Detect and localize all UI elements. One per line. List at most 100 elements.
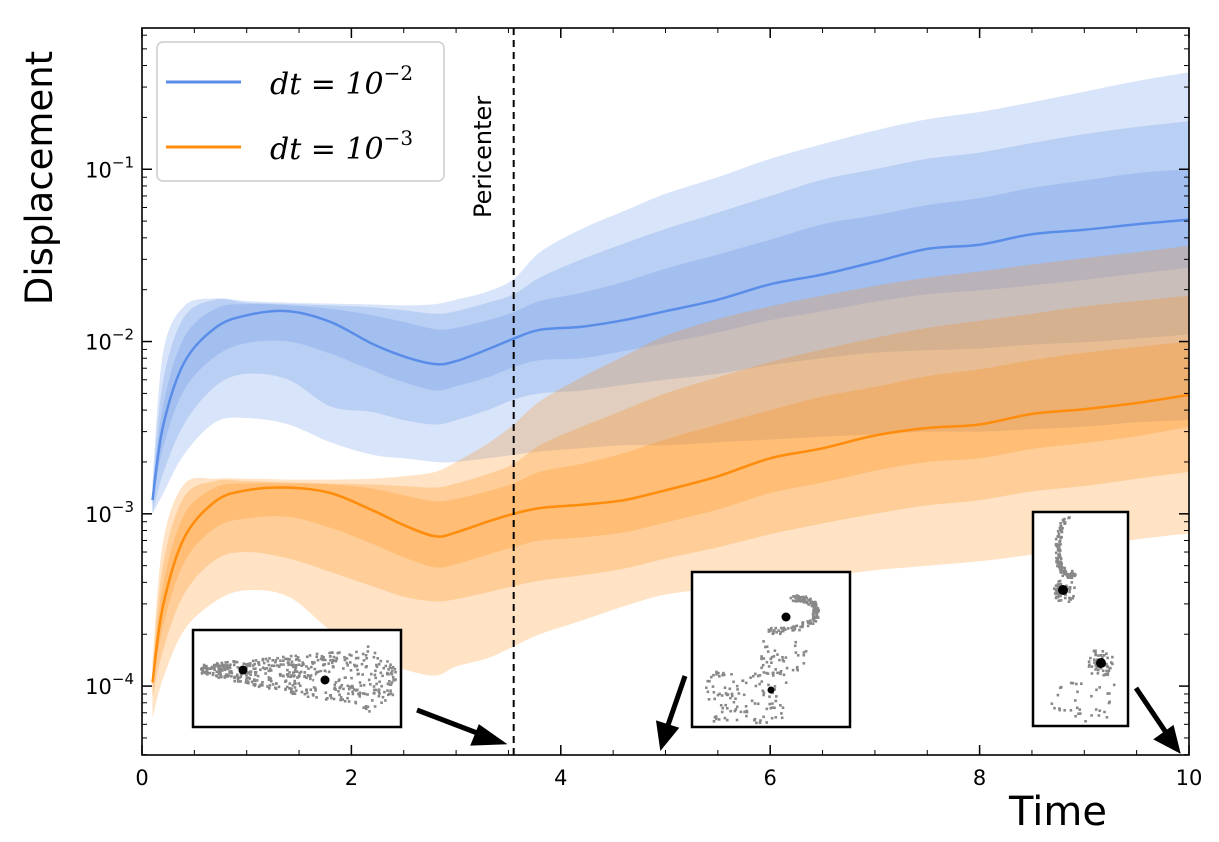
particle-dot — [291, 692, 295, 695]
particle-dot — [737, 692, 741, 695]
particle-dot — [257, 663, 261, 666]
particle-dot — [245, 678, 248, 682]
particle-dot — [363, 692, 367, 696]
particle-dot — [1061, 570, 1065, 573]
particle-dot — [350, 654, 353, 657]
particle-dot — [372, 655, 376, 659]
particle-dot — [796, 668, 799, 672]
particle-dot — [760, 655, 763, 658]
particle-dot — [274, 682, 278, 685]
particle-dot — [708, 680, 711, 683]
particle-dot — [1073, 586, 1076, 589]
particle-dot — [1074, 699, 1077, 702]
particle-dot — [342, 667, 345, 670]
particle-dot — [268, 657, 271, 660]
particle-dot — [389, 671, 393, 675]
particle-dot — [1087, 660, 1091, 663]
particle-dot — [777, 629, 780, 632]
particle-dot — [1056, 535, 1059, 538]
band-0-0 — [152, 72, 1189, 514]
particle-dot — [373, 673, 377, 677]
particle-dot — [242, 662, 246, 665]
particle-dot — [211, 671, 215, 675]
particle-dot — [1058, 547, 1061, 550]
particle-dot — [361, 692, 365, 695]
particle-dot — [1107, 669, 1111, 673]
particle-dot — [246, 680, 249, 684]
particle-dot — [722, 673, 726, 677]
particle-dot — [779, 704, 782, 707]
particle-dot — [809, 621, 813, 625]
particle-dot — [248, 664, 252, 668]
x-axis-title: Time — [1008, 789, 1107, 835]
legend-label-dt3-exp: −3 — [384, 126, 413, 150]
particle-dot — [768, 695, 771, 698]
particle-dot — [298, 671, 301, 675]
particle-dot — [270, 679, 273, 683]
particle-dot — [324, 670, 327, 674]
particle-dot — [812, 609, 815, 613]
particle-dot — [254, 659, 258, 662]
particle-dot — [377, 690, 381, 694]
particle-dot — [375, 665, 379, 669]
particle-dot — [303, 674, 306, 678]
particle-dot — [712, 691, 716, 694]
particle-dot — [714, 715, 718, 718]
particle-dot — [355, 664, 359, 668]
inset-snapshot-3 — [1031, 510, 1130, 728]
particle-dot — [811, 617, 815, 621]
particle-dot — [1094, 663, 1097, 667]
particle-dot — [779, 632, 782, 636]
y-tick-label: 10−4 — [85, 670, 134, 699]
particle-dot — [812, 605, 816, 609]
particle-dot — [774, 626, 778, 630]
particle-dot — [785, 666, 789, 670]
particle-dot — [379, 659, 383, 663]
particle-dot — [1072, 594, 1075, 598]
particle-dot — [348, 685, 352, 689]
particle-dot — [374, 676, 377, 680]
particle-dot — [1090, 694, 1093, 698]
particle-dot — [793, 644, 797, 648]
particle-dot — [760, 666, 763, 670]
particle-dot — [223, 675, 226, 678]
particle-dot — [200, 672, 204, 675]
particle-dot — [365, 665, 368, 668]
particle-dot — [1057, 565, 1061, 569]
particle-dot — [804, 650, 808, 653]
particle-dot — [767, 630, 771, 633]
particle-dot — [816, 610, 820, 614]
particle-dot — [762, 715, 765, 719]
particle-dot — [771, 672, 775, 675]
particle-dot — [348, 653, 351, 656]
particle-dot — [267, 676, 271, 679]
particle-dot — [795, 624, 799, 628]
particle-dot — [761, 689, 765, 693]
particle-dot — [232, 660, 236, 663]
particle-dot — [807, 598, 810, 602]
particle-dot — [307, 667, 310, 670]
inset-arrows — [416, 675, 1181, 754]
particle-dot — [1054, 596, 1058, 600]
particle-dot — [779, 670, 783, 673]
particle-dot — [338, 651, 341, 654]
particle-dot — [203, 666, 207, 670]
inset-snapshot-2 — [690, 570, 852, 729]
particle-dot — [288, 658, 291, 661]
particle-dot — [389, 689, 392, 692]
particle-dot — [315, 655, 318, 659]
particle-dot — [250, 680, 254, 684]
particle-dot — [781, 656, 784, 659]
particle-dot — [775, 631, 778, 634]
particle-dot — [735, 718, 739, 722]
particle-dot — [1058, 707, 1061, 710]
particle-dot — [303, 692, 307, 696]
particle-dot — [311, 660, 314, 664]
particle-dot — [339, 685, 342, 689]
particle-dot — [1058, 526, 1062, 530]
particle-dot — [346, 664, 349, 667]
particle-dot — [321, 658, 324, 662]
particle-dot — [1059, 566, 1063, 570]
particle-dot — [257, 685, 261, 689]
particle-dot — [1061, 574, 1064, 578]
